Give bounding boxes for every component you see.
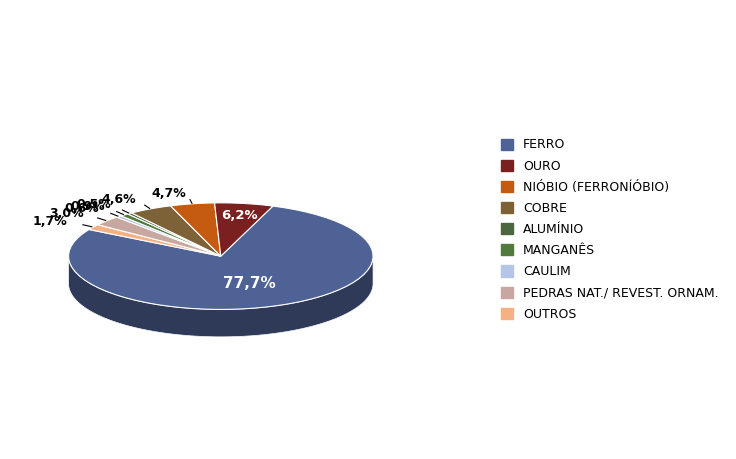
Polygon shape (117, 216, 221, 256)
Polygon shape (68, 234, 373, 337)
Polygon shape (128, 213, 221, 256)
Polygon shape (132, 206, 221, 256)
Polygon shape (89, 225, 221, 256)
Text: 4,6%: 4,6% (102, 193, 136, 206)
Polygon shape (68, 206, 373, 309)
Polygon shape (117, 243, 221, 284)
Text: 1,7%: 1,7% (33, 215, 68, 228)
Polygon shape (215, 203, 273, 256)
Text: 0,6%: 0,6% (64, 202, 99, 215)
Polygon shape (98, 217, 221, 256)
Text: 4,7%: 4,7% (152, 187, 186, 200)
Polygon shape (121, 214, 221, 256)
Text: 0,5%: 0,5% (77, 198, 111, 212)
Polygon shape (128, 241, 221, 284)
Text: 3,0%: 3,0% (49, 207, 84, 220)
Polygon shape (68, 257, 373, 337)
Polygon shape (132, 233, 221, 284)
Polygon shape (98, 245, 221, 284)
Text: 77,7%: 77,7% (223, 276, 276, 291)
Polygon shape (171, 203, 221, 256)
Polygon shape (171, 230, 221, 284)
Legend: FERRO, OURO, NIÓBIO (FERRONÍÓBIO), COBRE, ALUMÍNIO, MANGANÊS, CAULIM, PEDRAS NAT: FERRO, OURO, NIÓBIO (FERRONÍÓBIO), COBRE… (497, 135, 723, 324)
Polygon shape (89, 252, 221, 284)
Text: 6,2%: 6,2% (221, 208, 258, 222)
Polygon shape (121, 241, 221, 284)
Polygon shape (215, 230, 273, 284)
Text: 0,9%: 0,9% (71, 200, 105, 213)
